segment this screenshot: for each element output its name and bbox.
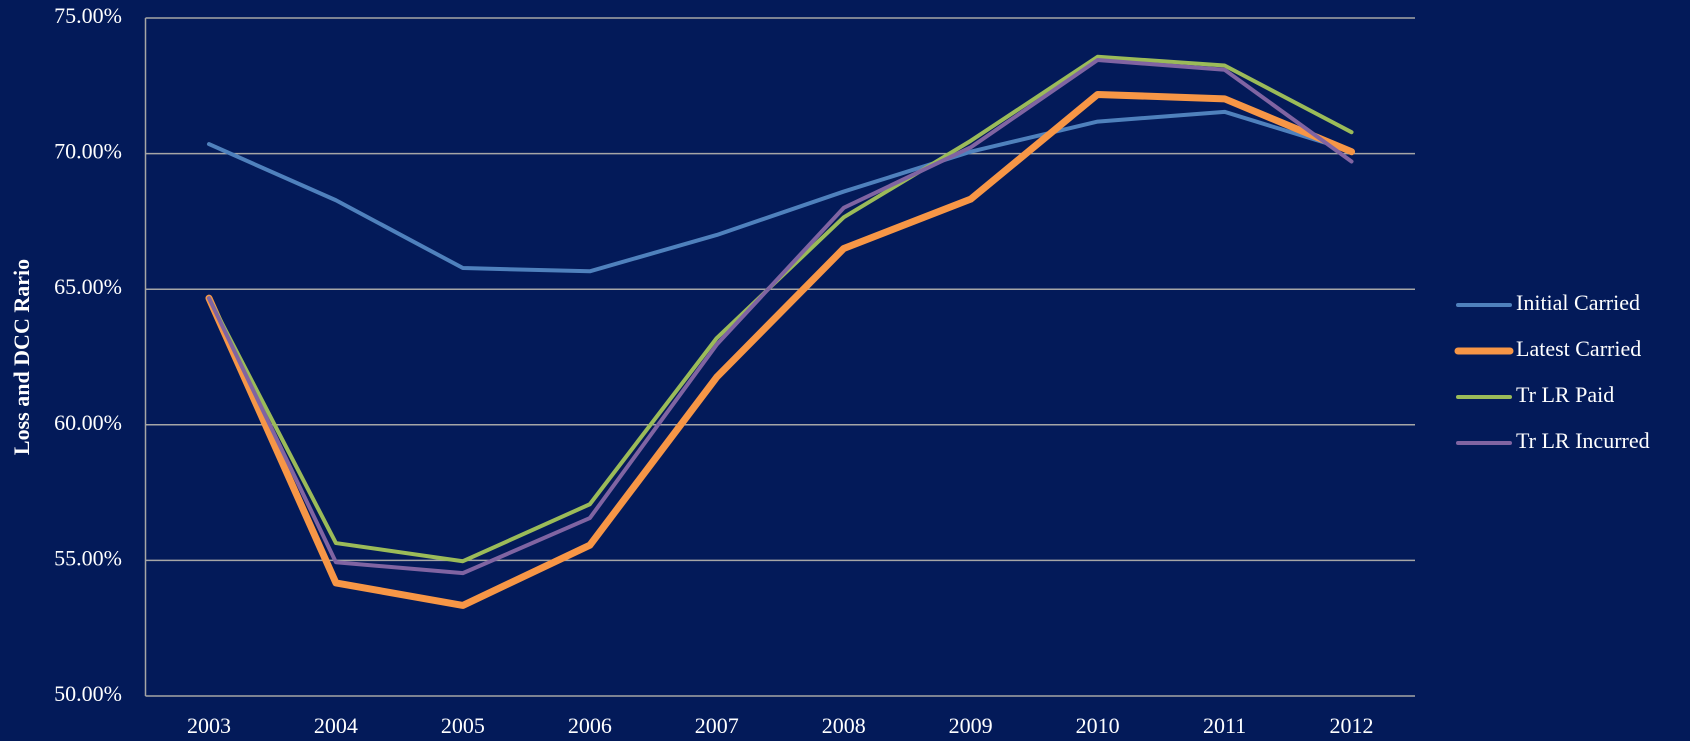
x-tick-label: 2011	[1203, 713, 1246, 738]
x-tick-label: 2008	[822, 713, 866, 738]
series-line	[206, 58, 1354, 576]
legend-label: Latest Carried	[1516, 336, 1641, 361]
legend-label: Initial Carried	[1516, 290, 1640, 315]
x-tick-label: 2005	[441, 713, 485, 738]
x-tick-label: 2010	[1076, 713, 1120, 738]
y-tick-label: 55.00%	[54, 545, 122, 570]
x-tick-label: 2006	[568, 713, 612, 738]
x-tick-label: 2003	[187, 713, 231, 738]
y-tick-label: 60.00%	[54, 410, 122, 435]
x-tick-label: 2012	[1330, 713, 1374, 738]
x-tick-label: 2004	[314, 713, 358, 738]
y-axis-label: Loss and DCC Rario	[9, 259, 34, 455]
legend-label: Tr LR Incurred	[1516, 428, 1650, 453]
legend-label: Tr LR Paid	[1516, 382, 1614, 407]
y-tick-label: 65.00%	[54, 274, 122, 299]
series-line	[205, 90, 1356, 609]
series-line	[206, 109, 1354, 274]
y-tick-label: 75.00%	[54, 3, 122, 28]
y-tick-label: 70.00%	[54, 139, 122, 164]
y-tick-label: 50.00%	[54, 681, 122, 706]
x-tick-label: 2007	[695, 713, 739, 738]
x-tick-label: 2009	[949, 713, 993, 738]
